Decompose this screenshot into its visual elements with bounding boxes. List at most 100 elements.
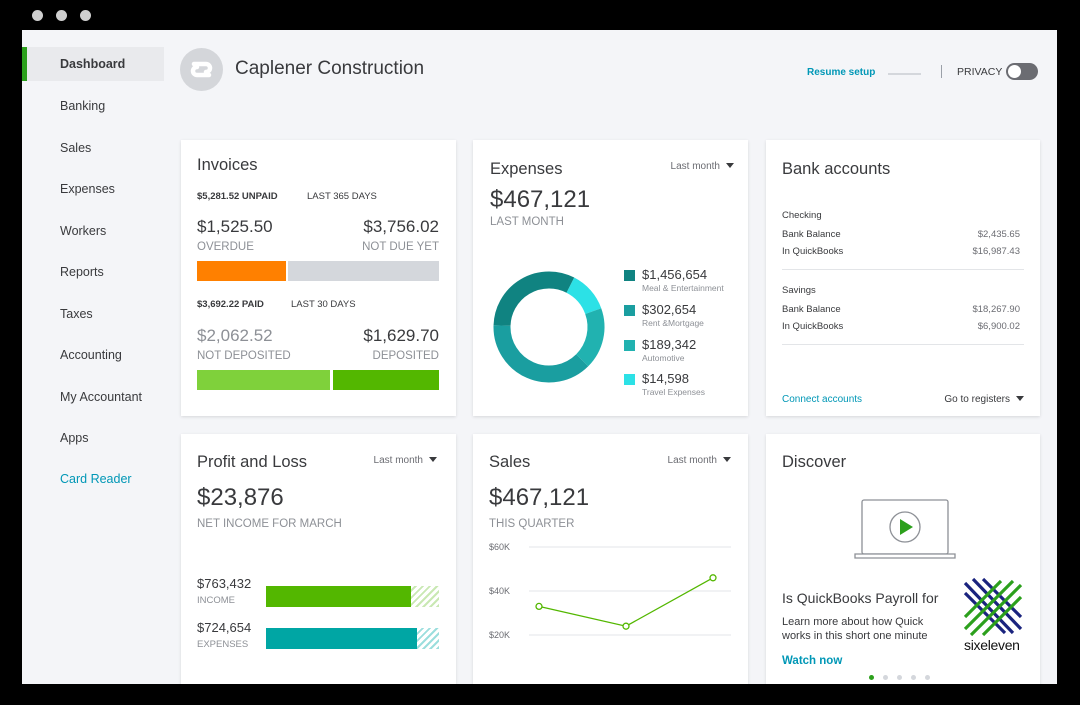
account-name-savings[interactable]: Savings [782, 285, 816, 296]
resume-setup-link[interactable]: Resume setup [807, 67, 876, 78]
sixeleven-logo [963, 577, 1023, 637]
checking-bank-balance: $2,435.65 [977, 229, 1020, 240]
checking-qb-balance: $16,987.43 [972, 246, 1020, 257]
not-deposited-value: $2,062.52 [197, 326, 273, 345]
bank-accounts-card: Bank accounts Checking Bank Balance $2,4… [766, 140, 1040, 416]
discover-body: Learn more about how Quick works in this… [782, 616, 928, 642]
donut-segment[interactable] [493, 325, 589, 383]
privacy-label: PRIVACY [957, 66, 1003, 78]
company-logo-icon [190, 61, 213, 78]
window-dot[interactable] [56, 10, 67, 21]
sidebar-item-reports[interactable]: Reports [60, 265, 104, 279]
y-tick-label: $40K [489, 586, 510, 596]
expense-amount-rent: $302,654 [642, 302, 697, 317]
not-due-bar[interactable] [288, 261, 439, 281]
overdue-bar[interactable] [197, 261, 286, 281]
bank-balance-label: Bank Balance [782, 304, 841, 315]
paid-amount: $3,692.22 PAID [197, 299, 264, 310]
expenses-period-dropdown[interactable]: Last month [671, 161, 734, 172]
sidebar: Dashboard Banking Sales Expenses Workers… [22, 30, 165, 684]
discover-title: Discover [782, 453, 847, 471]
y-tick-label: $60K [489, 542, 510, 552]
expenses-title: Expenses [490, 160, 563, 178]
sidebar-item-my-accountant[interactable]: My Accountant [60, 390, 142, 404]
watermark: sixeleven [947, 571, 1039, 661]
chevron-down-icon [1016, 396, 1024, 401]
discover-card: Discover Is QuickBooks Payroll for Learn… [766, 434, 1040, 684]
window-dot[interactable] [32, 10, 43, 21]
sidebar-item-dashboard[interactable]: Dashboard [22, 47, 164, 81]
sales-point[interactable] [622, 622, 630, 630]
sales-period-dropdown[interactable]: Last month [668, 455, 731, 466]
sales-line-chart[interactable]: $60K $40K $20K [473, 539, 748, 659]
legend-swatch [624, 340, 635, 351]
expense-label-rent: Rent &Mortgage [642, 318, 704, 328]
deposited-bar[interactable] [333, 370, 439, 390]
connect-accounts-link[interactable]: Connect accounts [782, 394, 863, 405]
carousel-dot[interactable] [925, 675, 930, 680]
carousel-dot-active[interactable] [869, 675, 874, 680]
sales-title: Sales [489, 453, 531, 471]
carousel-dot[interactable] [911, 675, 916, 680]
pnl-period-dropdown[interactable]: Last month [374, 455, 437, 466]
sales-point[interactable] [709, 574, 717, 582]
donut-segment[interactable] [566, 277, 602, 315]
income-value: $763,432 [197, 576, 252, 591]
sales-point[interactable] [535, 602, 543, 611]
account-name-checking[interactable]: Checking [782, 210, 822, 221]
unpaid-period: LAST 365 DAYS [307, 191, 377, 202]
expense-amount-automotive: $189,342 [642, 337, 697, 352]
expense-label-meal: Meal & Entertainment [642, 283, 724, 293]
sidebar-item-expenses[interactable]: Expenses [60, 182, 115, 196]
sidebar-item-banking[interactable]: Banking [60, 99, 106, 113]
sidebar-item-card-reader[interactable]: Card Reader [60, 472, 132, 486]
sidebar-item-apps[interactable]: Apps [60, 431, 89, 445]
sidebar-item-workers[interactable]: Workers [60, 224, 107, 238]
toggle-knob [1008, 65, 1021, 78]
expenses-donut-chart[interactable] [490, 268, 608, 386]
donut-segment[interactable] [575, 308, 605, 367]
net-income-label: NET INCOME FOR MARCH [197, 518, 342, 530]
expense-amount-meal: $1,456,654 [642, 267, 708, 282]
donut-segment[interactable] [493, 271, 575, 327]
company-logo[interactable] [180, 48, 223, 91]
not-deposited-label: NOT DEPOSITED [197, 350, 291, 362]
go-to-registers-dropdown[interactable]: Go to registers [944, 394, 1024, 405]
income-label: INCOME [197, 595, 235, 606]
legend-swatch [624, 305, 635, 316]
not-due-label: NOT DUE YET [362, 241, 439, 253]
quickbooks-balance-label: In QuickBooks [782, 246, 844, 257]
chevron-down-icon [429, 457, 437, 462]
go-to-registers-label: Go to registers [944, 394, 1010, 405]
expenses-total-label: LAST MONTH [490, 216, 564, 228]
privacy-toggle[interactable] [1006, 63, 1038, 80]
sales-total-label: THIS QUARTER [489, 518, 575, 530]
invoices-title: Invoices [197, 156, 258, 174]
pnl-period-label: Last month [373, 455, 423, 466]
expenses-bar-track[interactable] [266, 628, 439, 649]
page-header: Caplener Construction Resume setup PRIVA… [180, 48, 1040, 93]
overdue-label: OVERDUE [197, 241, 254, 253]
quickbooks-balance-label: In QuickBooks [782, 321, 844, 332]
expense-label-automotive: Automotive [642, 353, 685, 363]
paid-period: LAST 30 DAYS [291, 299, 356, 310]
sidebar-item-sales[interactable]: Sales [60, 141, 92, 155]
expenses-period-label: Last month [670, 161, 720, 172]
unpaid-amount: $5,281.52 UNPAID [197, 191, 278, 202]
sidebar-item-taxes[interactable]: Taxes [60, 307, 93, 321]
income-bar-track[interactable] [266, 586, 439, 607]
invoices-card: Invoices $5,281.52 UNPAID LAST 365 DAYS … [181, 140, 456, 416]
carousel-dot[interactable] [883, 675, 888, 680]
video-laptop-icon[interactable] [854, 498, 956, 564]
watch-now-link[interactable]: Watch now [782, 655, 843, 667]
carousel-dot[interactable] [897, 675, 902, 680]
header-divider [941, 65, 942, 78]
company-name: Caplener Construction [235, 58, 425, 79]
sidebar-item-accounting[interactable]: Accounting [60, 348, 122, 362]
window-dot[interactable] [80, 10, 91, 21]
not-deposited-bar[interactable] [197, 370, 330, 390]
legend-swatch [624, 270, 635, 281]
y-tick-label: $20K [489, 630, 510, 640]
sales-line [538, 577, 714, 627]
deposited-value: $1,629.70 [363, 326, 439, 345]
